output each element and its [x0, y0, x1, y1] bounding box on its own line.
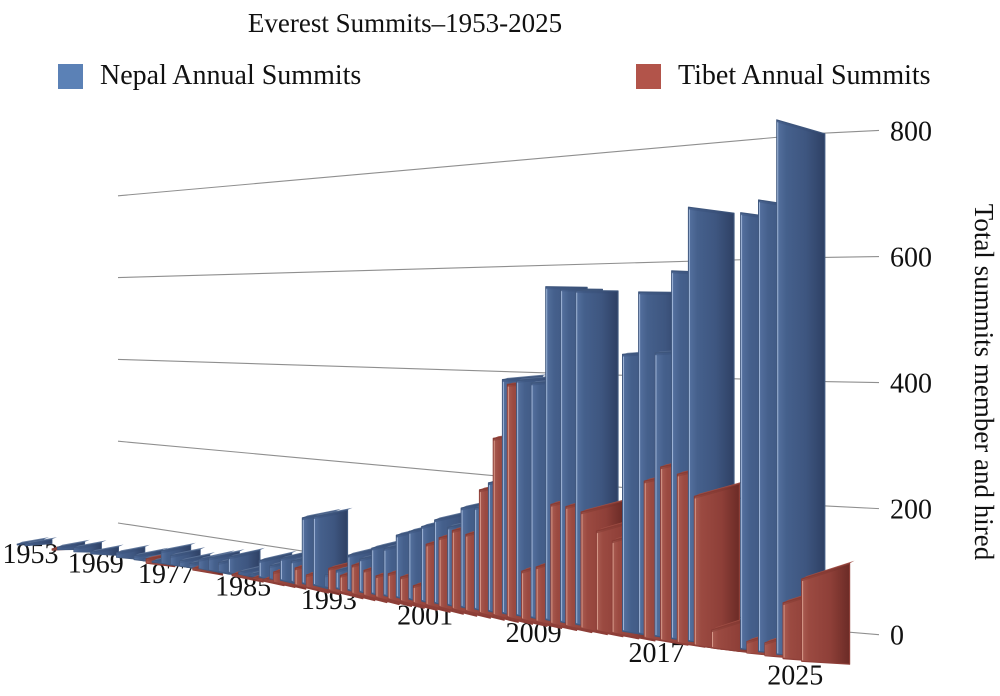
- tick-800: [822, 129, 880, 134]
- bar-top-bevel: [801, 563, 850, 582]
- bar-top-bevel: [179, 554, 210, 564]
- y-tick-label-400: 400: [890, 369, 932, 400]
- chart-title: Everest Summits–1953-2025: [247, 8, 563, 38]
- y-axis-title: Total summits member and hired: [969, 204, 999, 561]
- bar-top-bevel: [90, 546, 119, 555]
- gridline-800: [117, 132, 824, 197]
- x-tick-label-2025: 2025: [767, 660, 823, 691]
- bar-face: [90, 546, 119, 556]
- bar-top-bevel: [73, 542, 102, 551]
- y-tick-label-200: 200: [890, 495, 932, 526]
- bar-top-bevel: [313, 510, 348, 520]
- legend-item-tibet: Tibet Annual Summits: [636, 60, 931, 92]
- bar-nepal-1970: [90, 544, 124, 556]
- bar-top-bevel: [134, 550, 163, 559]
- tick-400: [822, 381, 880, 384]
- bar-top-bevel: [776, 119, 825, 137]
- bar-top-bevel: [259, 553, 292, 564]
- y-tick-label-600: 600: [890, 243, 932, 274]
- y-tick-label-0: 0: [890, 621, 904, 652]
- bar-face: [24, 538, 53, 547]
- bar-top-bevel: [228, 550, 260, 560]
- legend-swatch-nepal: [58, 63, 83, 89]
- bar-top-bevel: [161, 545, 191, 554]
- tick-600: [822, 255, 880, 258]
- legend-swatch-tibet: [636, 63, 661, 89]
- bar-top-bevel: [57, 542, 85, 550]
- bar-nepal-1956: [24, 537, 57, 547]
- bar-top-bevel: [581, 501, 623, 515]
- bar-tibet-2025: [801, 560, 855, 665]
- legend-label-tibet: Tibet Annual Summits: [678, 60, 931, 91]
- tick-200: [822, 505, 880, 510]
- bar-top-bevel: [575, 290, 618, 294]
- bar-top-bevel: [170, 549, 201, 559]
- y-tick-label-800: 800: [890, 116, 932, 147]
- bar-face: [801, 562, 851, 665]
- bar-top-bevel: [208, 551, 240, 561]
- bar-top-bevel: [25, 539, 52, 547]
- legend-item-nepal: Nepal Annual Summits: [58, 60, 361, 92]
- bar-tibet-2019: [693, 481, 745, 653]
- bar-top-bevel: [116, 547, 145, 556]
- bar-top-bevel: [688, 207, 734, 216]
- bar-top-bevel: [694, 483, 740, 499]
- legend-label-nepal: Nepal Annual Summits: [100, 60, 362, 91]
